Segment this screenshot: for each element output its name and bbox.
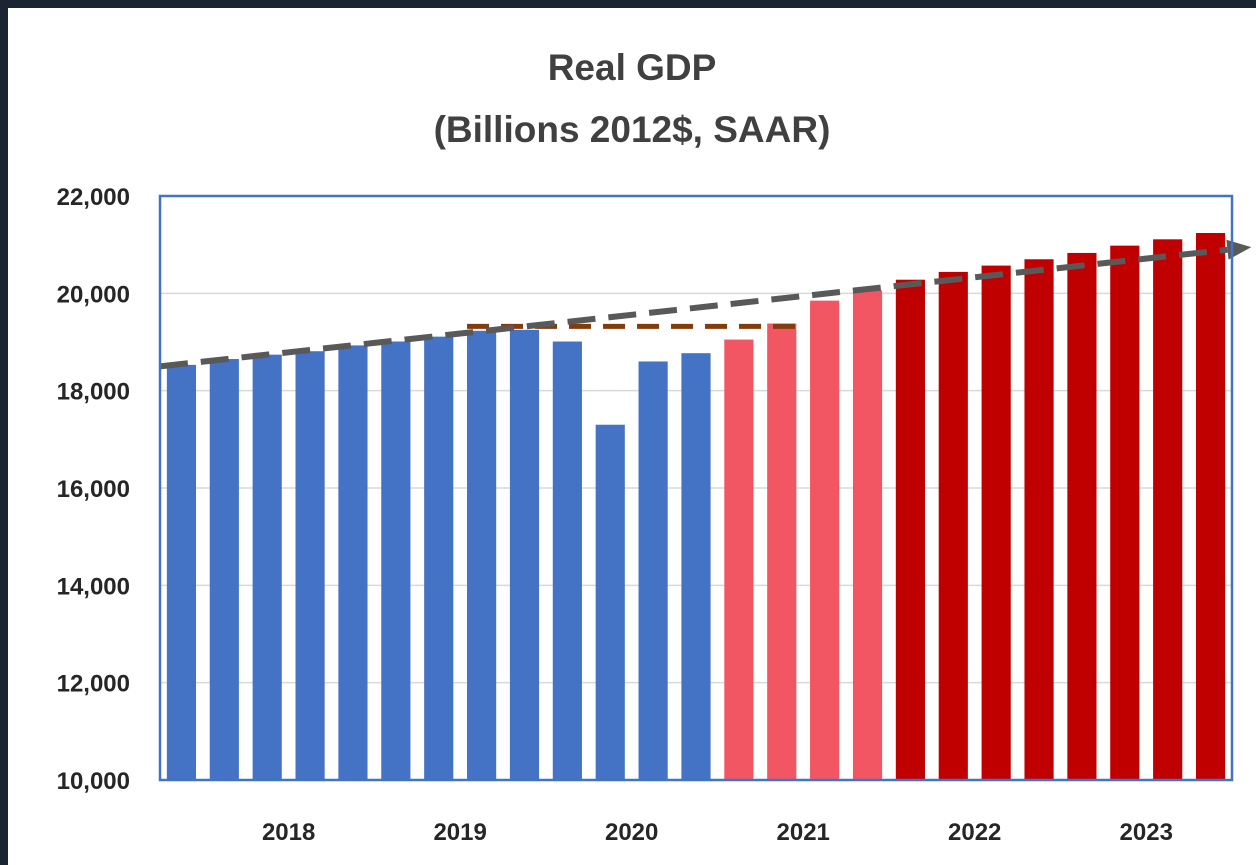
bar-2019Q1 (381, 341, 411, 780)
bar-2023Q2 (1110, 245, 1140, 780)
bar-2021Q2 (767, 323, 797, 780)
bar-2021Q3 (810, 300, 840, 780)
bar-2018Q3 (295, 351, 325, 780)
chart-frame: Real GDP (Billions 2012$, SAAR) 10,000 12… (8, 8, 1256, 865)
bar-2022Q1 (895, 279, 925, 780)
bar-2020Q2 (595, 424, 625, 780)
bar-2020Q1 (552, 341, 582, 780)
bar-2020Q3 (638, 361, 668, 780)
y-tick-label: 14,000 (57, 573, 130, 600)
bar-2018Q4 (338, 345, 368, 780)
trend-line (159, 246, 1228, 370)
bar-2017Q4 (166, 364, 197, 780)
bar-2021Q4 (852, 290, 883, 780)
y-axis-tick-labels: 10,000 12,000 14,000 16,000 18,000 20,000 22,0… (57, 184, 130, 795)
gdp-chart: Real GDP (Billions 2012$, SAAR) 10,000 12… (57, 47, 1252, 846)
y-tick-label: 16,000 (57, 476, 130, 503)
bar-2018Q2 (252, 354, 282, 780)
bar-2019Q2 (424, 336, 454, 780)
x-tick-label: 2022 (948, 819, 1001, 846)
bar-2022Q2 (938, 271, 968, 780)
bar-2020Q4 (681, 353, 711, 780)
bars (166, 232, 1226, 780)
bar-2022Q3 (981, 265, 1011, 780)
bar-2021Q1 (724, 339, 754, 780)
y-tick-label: 20,000 (57, 281, 130, 308)
bar-2022Q4 (1024, 259, 1054, 780)
x-axis-tick-labels: 2018 2019 2020 2021 2022 2023 (262, 819, 1173, 846)
y-tick-label: 12,000 (57, 671, 130, 698)
x-tick-label: 2021 (777, 819, 830, 846)
bar-2023Q1 (1067, 252, 1097, 780)
x-tick-label: 2018 (262, 819, 315, 846)
plot-area-border (158, 194, 1234, 782)
bar-2018Q1 (209, 359, 239, 780)
y-tick-label: 22,000 (57, 184, 130, 211)
chart-title: Real GDP (548, 47, 717, 88)
bar-2023Q3 (1153, 239, 1183, 780)
x-tick-label: 2023 (1120, 819, 1173, 846)
x-tick-label: 2019 (433, 819, 486, 846)
y-tick-label: 18,000 (57, 379, 130, 406)
bar-2019Q4 (509, 329, 540, 780)
x-tick-label: 2020 (605, 819, 658, 846)
chart-subtitle: (Billions 2012$, SAAR) (434, 109, 831, 150)
bar-2023Q4 (1195, 232, 1226, 780)
y-tick-label: 10,000 (57, 768, 130, 795)
trend-arrowhead (1226, 239, 1252, 260)
bar-2019Q3 (467, 330, 497, 780)
